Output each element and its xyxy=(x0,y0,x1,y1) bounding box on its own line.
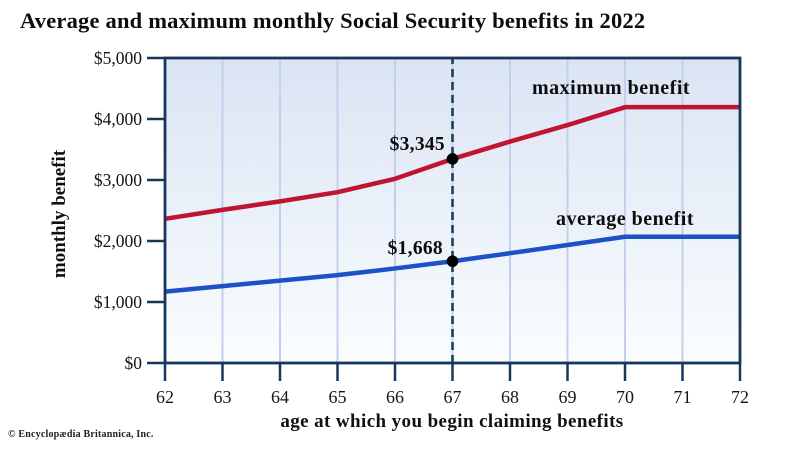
point-dot-average-benefit xyxy=(446,255,459,268)
x-tick-label-68: 68 xyxy=(501,387,519,407)
x-tick-label-65: 65 xyxy=(329,387,347,407)
x-tick-label-69: 69 xyxy=(559,387,577,407)
x-axis-ticks-and-labels: 62 63 64 65 66 67 68 69 70 71 72 xyxy=(156,363,749,407)
y-tick-label-5000: $5,000 xyxy=(94,48,142,68)
x-tick-label-67: 67 xyxy=(444,387,462,407)
annotation-point-dots xyxy=(446,153,459,268)
y-tick-label-0: $0 xyxy=(125,353,143,373)
annotation-maximum-value-at-67: $3,345 xyxy=(389,134,445,155)
x-tick-label-63: 63 xyxy=(214,387,232,407)
x-axis-title: age at which you begin claiming benefits xyxy=(280,411,624,432)
y-tick-label-3000: $3,000 xyxy=(94,170,142,190)
point-dot-maximum-benefit xyxy=(446,153,459,165)
x-tick-label-66: 66 xyxy=(386,387,404,407)
x-tick-label-72: 72 xyxy=(731,387,749,407)
y-tick-label-4000: $4,000 xyxy=(94,109,142,129)
chart-title: Average and maximum monthly Social Secur… xyxy=(20,8,646,33)
y-axis-title: monthly benefit xyxy=(49,149,70,279)
x-tick-label-70: 70 xyxy=(616,387,634,407)
legend-label-maximum-benefit: maximum benefit xyxy=(532,77,691,99)
x-tick-label-71: 71 xyxy=(674,387,692,407)
legend-label-average-benefit: average benefit xyxy=(556,208,695,230)
x-tick-label-64: 64 xyxy=(271,387,289,407)
y-tick-label-1000: $1,000 xyxy=(94,292,142,312)
y-axis-ticks-and-labels: $0 $1,000 $2,000 $3,000 $4,000 $5,000 xyxy=(94,48,165,373)
y-tick-label-2000: $2,000 xyxy=(94,231,142,251)
x-tick-label-62: 62 xyxy=(156,387,174,407)
copyright-notice: © Encyclopædia Britannica, Inc. xyxy=(8,429,154,440)
annotation-average-value-at-67: $1,668 xyxy=(387,238,443,259)
